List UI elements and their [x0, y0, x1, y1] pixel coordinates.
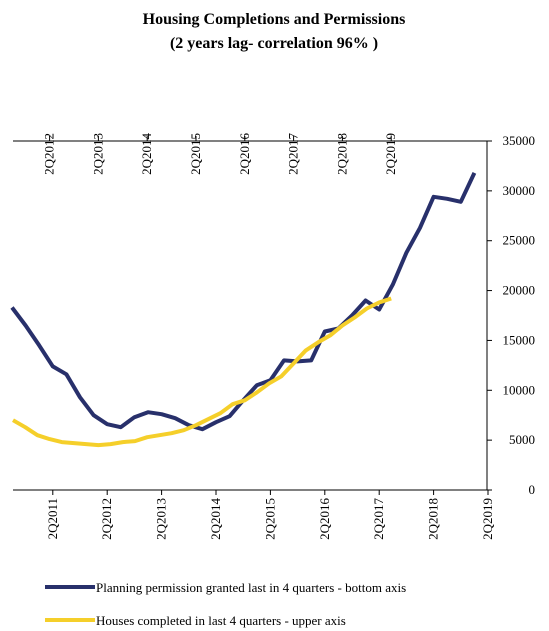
y-tick-label: 15000 — [503, 332, 536, 347]
legend-label: Houses completed in last 4 quarters - up… — [96, 613, 346, 628]
top-tick-label: 2Q2012 — [42, 133, 57, 175]
y-tick-label: 35000 — [503, 133, 536, 148]
top-tick-label: 2Q2018 — [334, 133, 349, 175]
top-tick-label: 2Q2014 — [139, 133, 154, 175]
y-tick-label: 0 — [529, 482, 536, 497]
bottom-tick-label: 2Q2019 — [480, 498, 495, 540]
top-tick-label: 2Q2013 — [90, 133, 105, 175]
y-tick-label: 10000 — [503, 382, 536, 397]
y-tick-label: 30000 — [503, 183, 536, 198]
y-tick-label: 5000 — [509, 432, 535, 447]
bottom-tick-label: 2Q2016 — [317, 498, 332, 540]
bottom-tick-label: 2Q2012 — [99, 498, 114, 540]
bottom-tick-label: 2Q2014 — [208, 498, 223, 540]
series-line — [12, 296, 392, 448]
y-tick-label: 20000 — [503, 283, 536, 298]
top-tick-label: 2Q2017 — [286, 133, 301, 175]
bottom-tick-label: 2Q2013 — [154, 498, 169, 540]
bottom-tick-label: 2Q2017 — [371, 498, 386, 540]
chart-title: Housing Completions and Permissions — [143, 11, 406, 28]
bottom-tick-label: 2Q2018 — [426, 498, 441, 540]
top-tick-label: 2Q2016 — [237, 133, 252, 175]
top-tick-label: 2Q2015 — [188, 133, 203, 175]
legend-label: Planning permission granted last in 4 qu… — [96, 580, 406, 595]
bottom-tick-label: 2Q2011 — [45, 498, 60, 539]
series-line — [10, 172, 477, 432]
top-tick-label: 2Q2019 — [383, 133, 398, 175]
chart-subtitle: (2 years lag- correlation 96% ) — [170, 35, 378, 52]
y-tick-label: 25000 — [503, 233, 536, 248]
bottom-tick-label: 2Q2015 — [262, 498, 277, 540]
